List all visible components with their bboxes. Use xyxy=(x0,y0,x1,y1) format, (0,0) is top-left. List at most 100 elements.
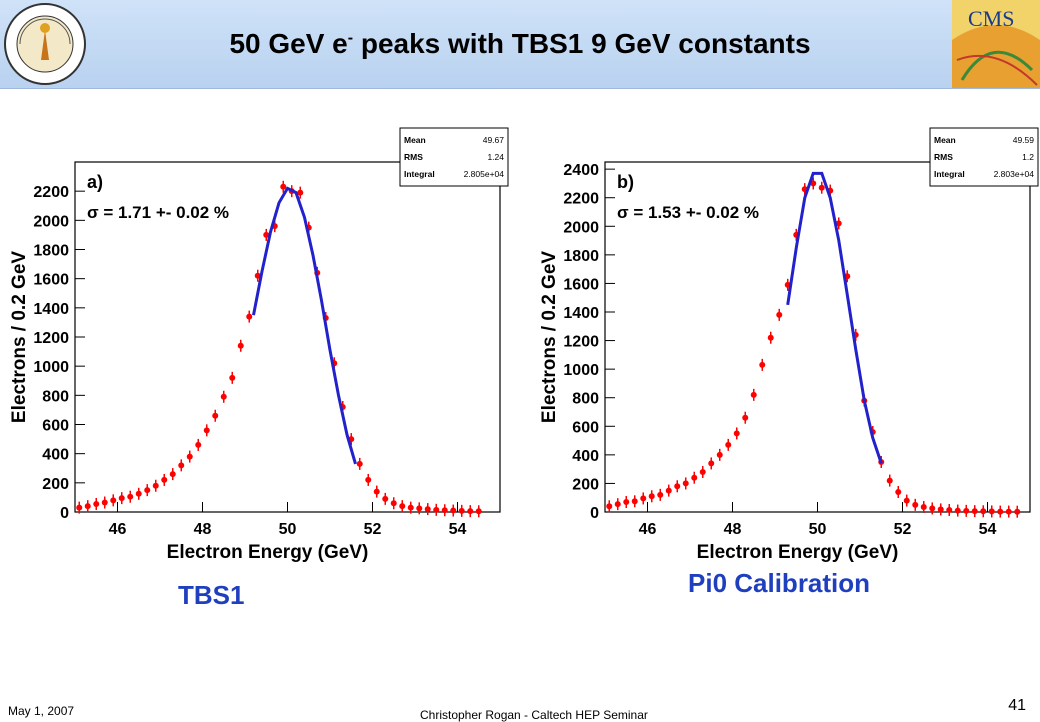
data-marker xyxy=(475,508,482,515)
data-point xyxy=(640,492,647,505)
data-point xyxy=(144,484,151,497)
data-marker xyxy=(614,501,621,508)
caption-tbs1: TBS1 xyxy=(178,580,245,610)
chart-a-plot: 0 200 400 600 800 1000 1200 1400 1600 1800 2000 220… xyxy=(9,127,509,563)
data-marker xyxy=(433,506,440,513)
data-marker xyxy=(229,374,236,381)
data-marker xyxy=(980,508,987,515)
data-marker xyxy=(895,489,902,495)
y-tick-label: 1000 xyxy=(33,359,69,376)
data-marker xyxy=(912,501,919,508)
data-marker xyxy=(186,453,193,460)
data-point xyxy=(920,501,927,513)
data-marker xyxy=(365,476,372,483)
data-point xyxy=(229,371,236,384)
stats-label: RMS xyxy=(404,152,423,162)
data-point xyxy=(988,505,995,518)
x-tick-label: 48 xyxy=(724,521,742,538)
page-number: 41 xyxy=(1008,697,1026,714)
data-point xyxy=(416,502,423,515)
y-tick-label: 1000 xyxy=(563,362,599,379)
data-point xyxy=(631,495,638,508)
data-point xyxy=(912,498,919,511)
data-point xyxy=(424,503,431,516)
gaussian-fit-line xyxy=(252,186,357,465)
data-marker xyxy=(716,451,723,458)
y-tick-label: 2000 xyxy=(33,213,69,230)
data-marker xyxy=(903,497,910,504)
data-marker xyxy=(691,474,698,481)
data-marker xyxy=(623,499,630,505)
data-marker xyxy=(450,507,457,514)
data-marker xyxy=(169,471,176,478)
data-marker xyxy=(776,311,783,318)
stats-value: 49.59 xyxy=(1013,135,1035,145)
data-point xyxy=(776,308,783,321)
data-point xyxy=(980,505,987,518)
x-tick-label: 48 xyxy=(194,521,212,538)
data-point xyxy=(365,473,372,486)
x-tick-label: 52 xyxy=(364,521,382,538)
y-tick-label: 2000 xyxy=(563,219,599,236)
data-point xyxy=(84,500,91,513)
data-marker xyxy=(988,508,995,515)
plot-frame xyxy=(74,161,501,513)
data-marker xyxy=(750,391,757,398)
data-point xyxy=(161,473,168,486)
data-marker xyxy=(665,487,672,494)
x-tick-label: 50 xyxy=(279,521,297,538)
data-point xyxy=(606,500,613,513)
y-tick-label: 1600 xyxy=(563,276,599,293)
data-point xyxy=(475,505,482,518)
data-point xyxy=(263,228,270,241)
data-point xyxy=(725,438,732,451)
cms-text: CMS xyxy=(968,6,1014,31)
data-point xyxy=(203,424,210,437)
data-point xyxy=(929,502,936,515)
y-tick-label: 2200 xyxy=(563,191,599,208)
stats-label: Mean xyxy=(404,135,426,145)
data-point xyxy=(1005,505,1012,518)
data-point xyxy=(186,450,193,463)
data-marker xyxy=(682,480,689,487)
data-marker xyxy=(648,493,655,500)
data-point xyxy=(76,501,83,514)
sigma-annotation: σ = 1.53 +- 0.02 % xyxy=(617,203,759,222)
data-point xyxy=(450,504,457,517)
data-marker xyxy=(373,488,380,495)
y-tick-label: 1200 xyxy=(33,330,69,347)
data-point xyxy=(169,468,176,481)
data-point xyxy=(220,390,227,403)
data-marker xyxy=(390,500,397,507)
data-point xyxy=(101,496,108,509)
y-tick-label: 1200 xyxy=(563,334,599,351)
data-point xyxy=(254,269,261,282)
data-point xyxy=(903,494,910,507)
data-marker xyxy=(971,508,978,515)
footer-author: Christopher Rogan - Caltech HEP Seminar xyxy=(420,708,648,722)
slide-title: 50 GeV e- peaks with TBS1 9 GeV constant… xyxy=(229,28,811,59)
data-marker xyxy=(458,507,465,514)
data-point xyxy=(390,497,397,510)
y-tick-label: 600 xyxy=(572,419,599,436)
data-point xyxy=(835,217,842,230)
data-marker xyxy=(946,507,953,513)
x-tick-label: 54 xyxy=(449,521,467,538)
data-point xyxy=(733,427,740,440)
data-marker xyxy=(725,441,732,448)
data-point xyxy=(433,503,440,516)
data-point xyxy=(665,484,672,497)
data-marker xyxy=(467,508,474,515)
data-point xyxy=(895,486,902,498)
data-point xyxy=(657,488,664,501)
gaussian-fit-line xyxy=(786,171,883,464)
x-axis-label: Electron Energy (GeV) xyxy=(697,542,899,563)
data-point xyxy=(682,477,689,490)
data-point xyxy=(708,457,715,470)
y-axis-label: Electrons / 0.2 GeV xyxy=(539,251,560,423)
footer-date: May 1, 2007 xyxy=(8,704,75,718)
caltech-seal-icon xyxy=(4,3,86,85)
x-axis-label: Electron Energy (GeV) xyxy=(167,542,369,563)
data-point xyxy=(699,466,706,478)
data-marker xyxy=(733,430,740,437)
